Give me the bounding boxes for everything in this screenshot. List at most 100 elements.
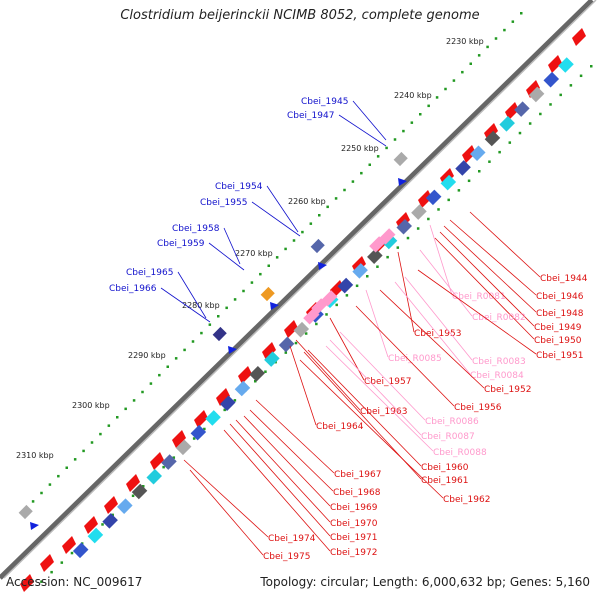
tick-dot: [301, 230, 304, 234]
inner-label-leader: [434, 237, 535, 340]
rna-label: Cbei_R0081: [452, 292, 506, 302]
gene-arrow: [216, 388, 230, 406]
gene-arrow: [150, 452, 164, 470]
tick-dot: [60, 561, 64, 564]
tick-dot: [326, 205, 329, 209]
tick-dot: [469, 62, 472, 65]
inner-label-leader: [329, 339, 422, 436]
gene-arrow: [104, 496, 118, 514]
tick-dot: [461, 70, 464, 74]
gene-arrow: [62, 536, 76, 554]
feature-block: [72, 542, 89, 559]
outer-feature-block: [18, 504, 33, 520]
feature-block: [381, 233, 398, 250]
tick-dot: [539, 112, 542, 116]
feature-block: [558, 57, 574, 73]
outer-feature-arrow: [30, 522, 39, 530]
inner-gene-label: Cbei_1950: [534, 336, 582, 346]
tick-dot: [335, 303, 338, 307]
tick-label: 2300 kbp: [72, 401, 110, 410]
feature-block: [440, 174, 457, 191]
feature-block: [102, 513, 118, 529]
inner-label-leader: [295, 339, 361, 411]
tick-dot: [250, 281, 254, 284]
map-title: Clostridium beijerinckii NCIMB 8052, com…: [120, 8, 480, 23]
tick-dot: [494, 37, 498, 40]
tick-dot: [447, 198, 450, 202]
outer-label-leader: [352, 100, 387, 141]
tick-dot: [65, 466, 68, 469]
accession-text: Accession: NC_009617: [6, 575, 143, 589]
gene-arrow: [40, 554, 54, 572]
outer-feature-arrow: [318, 262, 327, 270]
tick-dot: [427, 217, 430, 221]
inner-gene-label: Cbei_1968: [333, 488, 381, 498]
inner-gene-label: Cbei_1963: [360, 407, 407, 417]
tick-dot: [203, 427, 206, 431]
tick-dot: [264, 370, 267, 373]
tick-dot: [70, 551, 74, 555]
outer-feature-arrow: [228, 346, 237, 354]
outer-gene-label: Cbei_1958: [172, 224, 220, 234]
rna-label: Cbei_R0084: [470, 371, 524, 381]
tick-dot: [259, 272, 262, 276]
feature-block: [499, 116, 515, 132]
inner-gene-label: Cbei_1960: [421, 463, 469, 473]
feature-block: [278, 336, 295, 353]
inner-label-leader: [419, 249, 473, 317]
tick-dot: [162, 465, 165, 469]
tick-dot: [437, 208, 440, 211]
tick-dot: [90, 441, 94, 444]
tick-label: 2260 kbp: [288, 197, 326, 206]
rna-block: [321, 290, 338, 307]
tick-label: 2270 kbp: [235, 249, 273, 258]
gene-arrow: [462, 145, 476, 163]
inner-label-leader: [235, 419, 331, 523]
outer-label-leader: [177, 271, 207, 319]
tick-dot: [304, 332, 308, 335]
tick-dot: [172, 456, 176, 459]
feature-block: [514, 101, 530, 117]
gene-arrow: [194, 410, 208, 428]
tick-dot: [284, 247, 287, 251]
tick-dot: [225, 306, 228, 310]
feature-block: [396, 218, 413, 235]
tick-dot: [478, 170, 481, 173]
inner-gene-label: Cbei_1946: [536, 292, 584, 302]
tick-dot: [503, 28, 506, 32]
rna-label: Cbei_R0085: [388, 354, 442, 364]
feature-block: [146, 468, 163, 485]
tick-dot: [183, 348, 186, 352]
feature-block: [337, 277, 354, 294]
outer-gene-label: Cbei_1965: [126, 268, 173, 278]
tick-dot: [40, 491, 43, 495]
outer-feature-block: [393, 151, 408, 167]
tick-dot: [511, 20, 515, 23]
inner-label-leader: [397, 251, 415, 333]
gene-arrow: [505, 102, 519, 120]
tick-dot: [294, 341, 298, 345]
tick-dot: [410, 121, 414, 124]
inner-gene-label: Cbei_1972: [330, 548, 377, 558]
tick-dot: [518, 131, 522, 135]
outer-gene-label: Cbei_1954: [215, 182, 263, 192]
tick-dot: [368, 163, 371, 166]
tick-dot: [292, 239, 296, 242]
inner-label-leader: [439, 231, 535, 327]
outer-label-leader: [266, 185, 299, 233]
feature-block: [411, 204, 427, 220]
outer-label-leader: [208, 242, 245, 271]
tick-dot: [416, 227, 420, 230]
tick-dot: [217, 315, 220, 318]
outer-feature-arrow: [270, 302, 279, 310]
tick-dot: [366, 275, 369, 278]
tick-dot: [267, 264, 270, 267]
outer-gene-label: Cbei_1945: [301, 97, 348, 107]
rna-block: [303, 308, 320, 325]
inner-label-leader: [307, 349, 422, 467]
tick-dot: [111, 513, 114, 517]
inner-label-leader: [429, 224, 453, 296]
tick-dot: [569, 84, 573, 87]
tick-dot: [192, 437, 196, 440]
